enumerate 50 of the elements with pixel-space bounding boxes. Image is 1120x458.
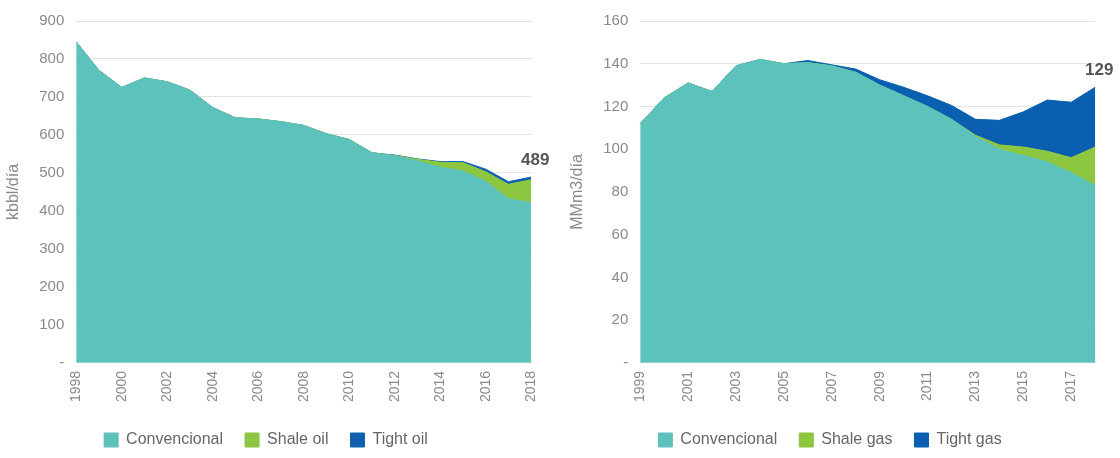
x-tick-label: 2004 [203,370,220,403]
y-tick-label: 600 [39,125,65,143]
x-tick-label: 2011 [918,370,935,401]
y-tick-label: 300 [39,239,65,257]
x-tick-label: 2006 [249,370,266,403]
x-tick-label: 2005 [774,370,791,403]
y-tick-label: 400 [39,201,65,219]
x-tick-label: 2016 [476,370,493,403]
y-tick-label: 500 [39,163,65,181]
legend-label: Tight gas [936,430,1002,448]
x-tick-label: 1998 [67,370,84,403]
y-tick-label: 40 [611,267,629,285]
x-tick-label: 2013 [966,370,983,403]
y-tick-label: 100 [603,139,629,157]
y-tick-label: 140 [603,53,629,71]
x-tick-label: 2003 [726,370,743,403]
legend-label: Convencional [680,430,778,448]
y-tick-label: 200 [39,277,65,295]
y-tick-label: 60 [611,224,629,242]
legend-label: Convencional [126,430,224,448]
annotation: 129 [1085,60,1114,80]
x-tick-label: 2015 [1014,370,1031,403]
y-tick-label: 100 [39,315,65,333]
y-tick-label: - [59,353,65,370]
x-tick-label: 2001 [678,370,695,403]
y-tick-label: 20 [611,310,629,328]
y-tick-label: 900 [39,11,65,29]
x-tick-label: 2008 [294,370,311,403]
y-tick-label: - [623,353,629,370]
x-tick-label: 2014 [431,370,448,403]
annotation: 489 [521,150,550,170]
y-tick-label: 160 [603,11,629,29]
x-tick-label: 2012 [385,370,402,403]
y-tick-label: 800 [39,49,65,67]
x-tick-label: 2009 [870,370,887,403]
legend-label: Shale oil [267,430,329,448]
y-tick-label: 700 [39,87,65,105]
x-tick-label: 1999 [631,370,648,403]
x-tick-label: 2018 [522,370,539,403]
x-tick-label: 2002 [158,370,175,403]
x-tick-label: 2017 [1062,370,1079,403]
y-tick-label: 120 [603,96,629,114]
y-tick-label: 80 [611,182,629,200]
legend-label: Shale gas [821,430,893,448]
x-tick-label: 2007 [822,370,839,403]
x-tick-label: 2010 [340,370,357,403]
legend-label: Tight oil [372,430,428,448]
x-tick-label: 2000 [112,370,129,403]
y-axis-title: kbbl/día [4,163,22,220]
y-axis-title: MMm3/día [568,154,586,230]
